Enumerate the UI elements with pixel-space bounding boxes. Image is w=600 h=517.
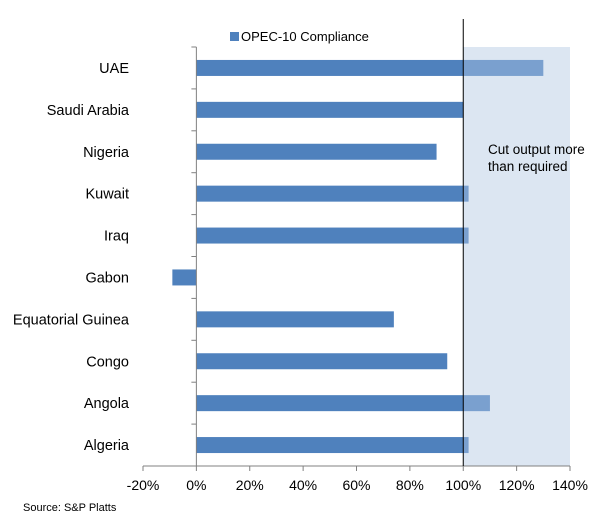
x-tick-label: 60% bbox=[342, 477, 370, 493]
x-tick-label: 20% bbox=[236, 477, 264, 493]
bar-kuwait bbox=[196, 185, 464, 202]
x-tick-label: 140% bbox=[552, 477, 588, 493]
category-label: Algeria bbox=[84, 438, 130, 454]
bar-nigeria bbox=[196, 143, 437, 160]
x-tick-label: 40% bbox=[289, 477, 317, 493]
x-tick-label: 120% bbox=[499, 477, 535, 493]
legend-swatch bbox=[230, 32, 239, 41]
bar-saudi-arabia bbox=[196, 101, 464, 118]
category-label: Equatorial Guinea bbox=[13, 312, 130, 328]
x-tick-label: 80% bbox=[396, 477, 424, 493]
bar-angola-excess bbox=[463, 395, 490, 412]
bar-equatorial-guinea bbox=[196, 311, 394, 328]
x-tick-label: 100% bbox=[445, 477, 481, 493]
bar-algeria-excess bbox=[463, 437, 469, 454]
annotation-line-2: than required bbox=[488, 159, 568, 174]
bar-angola bbox=[196, 395, 464, 412]
x-tick-label: -20% bbox=[127, 477, 160, 493]
bar-algeria bbox=[196, 437, 464, 454]
bar-congo bbox=[196, 353, 448, 370]
category-label: UAE bbox=[99, 61, 129, 77]
source-note: Source: S&P Platts bbox=[23, 502, 117, 514]
category-label: Angola bbox=[84, 396, 130, 412]
category-label: Congo bbox=[86, 354, 129, 370]
bar-uae bbox=[196, 59, 464, 76]
category-label: Saudi Arabia bbox=[47, 103, 130, 119]
category-label: Kuwait bbox=[85, 187, 129, 203]
bar-gabon bbox=[172, 269, 197, 286]
legend-label: OPEC-10 Compliance bbox=[241, 29, 369, 44]
bar-uae-excess bbox=[463, 59, 544, 76]
category-label: Nigeria bbox=[83, 145, 130, 161]
annotation-line-1: Cut output more bbox=[488, 142, 585, 157]
bar-kuwait-excess bbox=[463, 185, 469, 202]
x-tick-label: 0% bbox=[186, 477, 206, 493]
bar-iraq bbox=[196, 227, 464, 244]
category-label: Gabon bbox=[85, 270, 129, 286]
category-label: Iraq bbox=[104, 229, 129, 245]
legend: OPEC-10 Compliance bbox=[230, 29, 369, 44]
bar-iraq-excess bbox=[463, 227, 469, 244]
